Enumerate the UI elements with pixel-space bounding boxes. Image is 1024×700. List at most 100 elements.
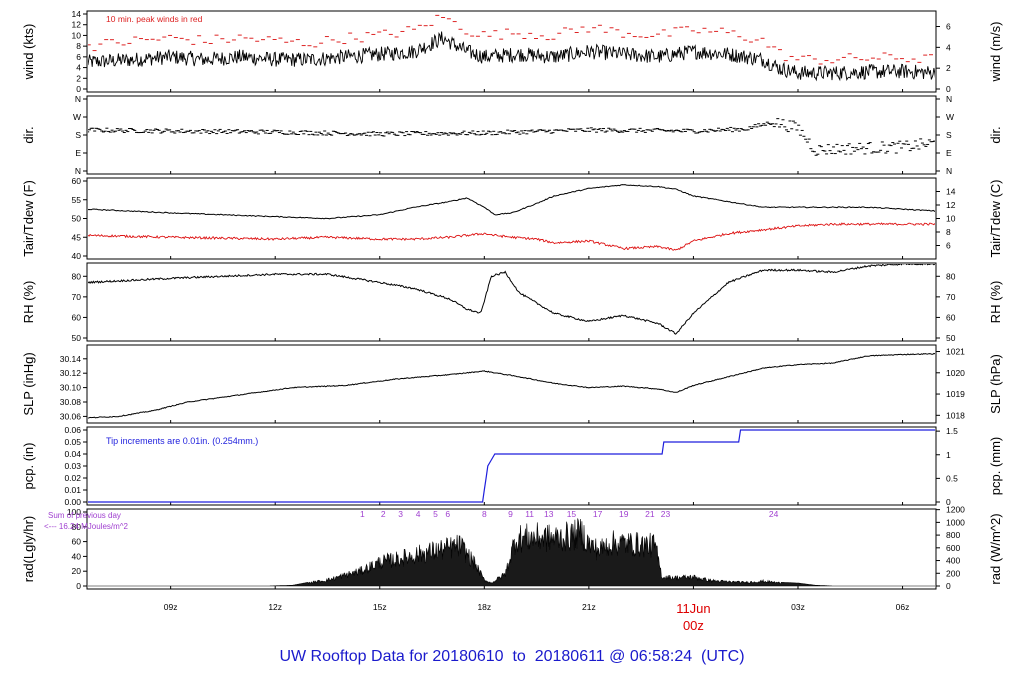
right-tick-label: 4 [946, 42, 951, 52]
left-tick-label: W [73, 112, 81, 122]
hour-marker-label: 13 [544, 509, 554, 519]
left-axis-title: rad(Lgly/hr) [21, 516, 36, 582]
plot-area-rad [88, 518, 935, 587]
left-tick-label: 60 [72, 176, 82, 186]
wind-series-line [88, 31, 935, 82]
left-tick-label: 12 [72, 20, 82, 30]
panel-temp: 40 45 50 55 60 6 8 10 12 14 Tair/Tdew (F) Tair/Tdew… [21, 176, 1003, 261]
left-axis-title: RH (%) [21, 281, 36, 324]
left-tick-label: N [75, 94, 81, 104]
plot-area-slp [88, 352, 935, 419]
right-tick-label: 0 [946, 84, 951, 94]
right-tick-label: 1020 [946, 368, 965, 378]
hour-marker-label: 5 [433, 509, 438, 519]
left-tick-label: 60 [72, 537, 82, 547]
precip-annotation: Tip increments are 0.01in. (0.254mm.) [106, 436, 258, 446]
right-axis-title: SLP (hPa) [988, 354, 1003, 414]
left-tick-label: N [75, 166, 81, 176]
panel-frame [86, 95, 937, 175]
right-tick-label: 600 [946, 543, 960, 553]
left-tick-label: 0 [76, 581, 81, 591]
panel-rh: 50 60 70 80 50 60 70 80 RH (%) RH (%) [21, 262, 1003, 343]
right-tick-label: 0 [946, 581, 951, 591]
right-tick-label: 1000 [946, 517, 965, 527]
panel-frame [86, 262, 937, 342]
hour-marker-label: 17 [593, 509, 603, 519]
x-tick-label: 12z [268, 602, 282, 612]
right-tick-label: 12 [946, 200, 956, 210]
left-tick-label: 20 [72, 566, 82, 576]
left-tick-label: 70 [72, 292, 82, 302]
hour-marker-label: 6 [445, 509, 450, 519]
right-tick-label: 14 [946, 187, 956, 197]
left-tick-label: 0.05 [64, 437, 81, 447]
left-tick-label: 30.08 [60, 397, 82, 407]
x-tick-label: 00z [683, 618, 704, 633]
left-tick-label: 0.03 [64, 461, 81, 471]
left-tick-label: 30.12 [60, 368, 82, 378]
x-tick-label: 09z [164, 602, 178, 612]
left-tick-label: 40 [72, 251, 82, 261]
x-tick-label: 06z [896, 602, 910, 612]
left-tick-label: 0.06 [64, 425, 81, 435]
right-tick-label: 400 [946, 556, 960, 566]
right-axis-title: pcp. (mm) [988, 437, 1003, 496]
right-tick-label: 80 [946, 271, 956, 281]
right-tick-label: 1019 [946, 389, 965, 399]
hour-marker-label: 21 [645, 509, 655, 519]
left-tick-label: S [75, 130, 81, 140]
right-tick-label: 1.5 [946, 426, 958, 436]
left-tick-label: E [75, 148, 81, 158]
right-tick-label: W [946, 112, 954, 122]
left-tick-label: 50 [72, 333, 82, 343]
left-tick-label: 30.14 [60, 354, 82, 364]
left-axis-title: Tair/Tdew (F) [21, 180, 36, 257]
panel-frame [86, 10, 937, 93]
rad-note-line1: Sum of previous day [48, 511, 121, 520]
right-axis-title: Tair/Tdew (C) [988, 179, 1003, 257]
right-tick-label: 1018 [946, 410, 965, 420]
hour-marker-label: 24 [769, 509, 779, 519]
left-tick-label: 30.10 [60, 383, 82, 393]
x-axis: 09z 12z 15z 18z 21z 00z 03z 06z 11Jun [164, 601, 910, 633]
left-tick-label: 50 [72, 214, 82, 224]
tair-series-line [88, 184, 935, 220]
hour-marker-label: 11 [525, 509, 534, 519]
rh-series-line [88, 264, 935, 335]
right-tick-label: 1200 [946, 505, 965, 515]
hour-marker-label: 3 [398, 509, 403, 519]
hour-marker-label: 15 [567, 509, 577, 519]
hour-marker-label: 9 [508, 509, 513, 519]
left-tick-label: 80 [72, 271, 82, 281]
left-tick-label: 8 [76, 41, 81, 51]
right-tick-label: 1 [946, 450, 951, 460]
plot-area-temp [88, 184, 935, 251]
wind-annotation: 10 min. peak winds in red [106, 14, 203, 24]
right-tick-label: 2 [946, 63, 951, 73]
left-tick-label: 0.04 [64, 449, 81, 459]
left-tick-label: 0.00 [64, 497, 81, 507]
left-tick-label: 40 [72, 551, 82, 561]
x-tick-label: 21z [582, 602, 596, 612]
left-tick-label: 6 [76, 52, 81, 62]
right-tick-label: 0 [946, 497, 951, 507]
x-tick-label: 03z [791, 602, 805, 612]
slp-series-line [88, 352, 935, 419]
hour-marker-label: 4 [416, 509, 421, 519]
right-tick-label: 200 [946, 568, 960, 578]
precip-series-line [88, 429, 935, 503]
left-tick-label: 60 [72, 312, 82, 322]
right-tick-label: S [946, 130, 952, 140]
right-tick-label: 70 [946, 292, 956, 302]
radiation-area [88, 518, 935, 587]
right-tick-label: 6 [946, 22, 951, 32]
plot-area-dir [88, 118, 935, 156]
right-tick-label: 60 [946, 312, 956, 322]
right-axis-title: dir. [988, 126, 1003, 143]
panel-rad: 020406080100020040060080010001200rad(Lgl… [21, 505, 1003, 591]
right-tick-label: N [946, 94, 952, 104]
